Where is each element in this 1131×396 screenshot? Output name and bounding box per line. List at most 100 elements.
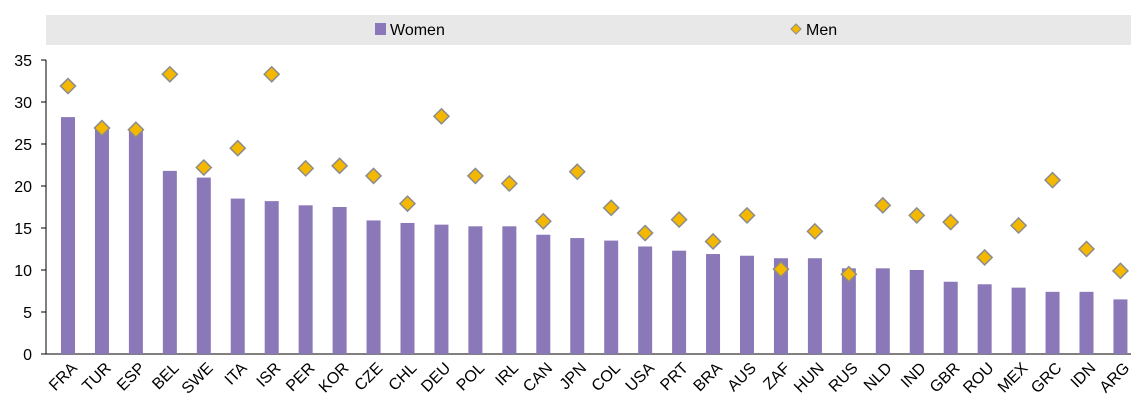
bar-women-swe	[196, 177, 211, 354]
x-tick-label: CZE	[352, 360, 387, 395]
marker-men-hun	[806, 222, 824, 240]
x-tick-label: AUS	[725, 360, 760, 395]
bar-women-arg	[1113, 299, 1128, 354]
bar-women-zaf	[773, 258, 788, 354]
x-tick-label: USA	[623, 360, 659, 396]
marker-men-col	[602, 199, 620, 217]
y-tick-label: 5	[23, 305, 32, 322]
y-tick-label: 25	[14, 137, 32, 154]
marker-men-grc	[1043, 171, 1062, 189]
x-tick-label: PRT	[657, 360, 692, 395]
bar-women-chl	[400, 222, 415, 354]
legend-label-men: Men	[806, 22, 837, 39]
marker-men-ind	[908, 206, 926, 224]
marker-men-fra	[59, 77, 77, 95]
bar-women-fra	[61, 117, 75, 355]
bar-women-isr	[264, 201, 279, 354]
y-tick-label: 0	[23, 347, 32, 364]
marker-men-gbr	[942, 213, 960, 231]
x-tick-label: COL	[589, 360, 624, 395]
bars-women	[61, 117, 1128, 355]
bar-women-bra	[706, 254, 721, 354]
x-tick-label: ROU	[960, 360, 997, 396]
x-tick-label: ITA	[222, 360, 251, 389]
legend-swatch-men	[790, 23, 802, 35]
x-tick-label: SWE	[179, 360, 217, 396]
y-tick-label: 35	[14, 53, 32, 70]
y-tick-label: 10	[14, 263, 32, 280]
x-tick-label: GBR	[927, 360, 964, 396]
markers-men	[59, 65, 1130, 283]
x-tick-label: HUN	[791, 360, 828, 396]
legend-background	[46, 15, 1131, 45]
bar-women-nld	[875, 268, 890, 354]
y-tick-label: 30	[14, 95, 32, 112]
legend: Women Men	[46, 15, 1131, 45]
marker-men-prt	[670, 211, 688, 229]
x-tick-label: ARG	[1097, 360, 1131, 396]
marker-men-pol	[466, 167, 484, 185]
x-tick-label: ISR	[254, 360, 285, 391]
x-tick-label: TUR	[80, 360, 115, 395]
bar-women-mex	[1011, 287, 1026, 354]
bar-women-jpn	[570, 238, 585, 354]
bar-women-esp	[128, 128, 143, 354]
x-tick-label: KOR	[316, 360, 353, 396]
bar-women-grc	[1045, 291, 1060, 354]
marker-men-rou	[976, 248, 994, 266]
bar-women-cze	[366, 220, 381, 354]
bar-women-tur	[94, 127, 109, 354]
marker-men-deu	[432, 107, 451, 125]
bar-women-rus	[841, 268, 856, 354]
x-tick-label: IRL	[493, 360, 523, 390]
marker-men-zaf	[772, 260, 790, 278]
bar-women-deu	[434, 224, 449, 354]
bar-women-per	[298, 205, 313, 354]
marker-men-cze	[364, 167, 383, 185]
marker-men-irl	[500, 174, 518, 193]
x-tick-label: BEL	[149, 360, 182, 393]
bar-women-aus	[740, 255, 754, 354]
marker-men-bra	[704, 232, 722, 251]
x-tick-label: FRA	[46, 360, 81, 395]
bar-women-col	[604, 240, 619, 354]
bar-women-ind	[909, 270, 924, 354]
x-tick-label: POL	[454, 360, 489, 395]
x-tick-label: MEX	[995, 360, 1032, 396]
x-tick-label: PER	[283, 360, 318, 395]
marker-men-kor	[331, 157, 349, 175]
marker-men-swe	[195, 158, 213, 177]
x-tick-label: NLD	[861, 360, 896, 395]
marker-men-ita	[229, 139, 247, 157]
y-tick-label: 15	[14, 221, 32, 238]
x-tick-label: RUS	[826, 360, 862, 396]
bar-women-irl	[502, 226, 517, 354]
bar-women-ita	[230, 198, 245, 354]
x-tick-label: IND	[898, 360, 930, 392]
y-tick-label: 20	[14, 179, 32, 196]
marker-men-aus	[738, 206, 756, 224]
x-tick-label: GRC	[1028, 360, 1065, 396]
bar-women-rou	[977, 284, 992, 354]
marker-men-tur	[93, 119, 111, 137]
x-tick-label: ZAF	[760, 360, 794, 394]
x-tick-label: DEU	[418, 360, 454, 396]
legend-swatch-women	[375, 23, 386, 35]
marker-men-esp	[127, 121, 145, 139]
legend-label-women: Women	[390, 22, 445, 39]
x-tick-label: ESP	[114, 360, 149, 395]
bar-women-gbr	[943, 281, 958, 354]
marker-men-usa	[636, 224, 654, 242]
marker-men-isr	[263, 65, 281, 83]
bar-women-prt	[672, 250, 687, 354]
bar-women-hun	[807, 258, 822, 354]
marker-men-per	[297, 159, 315, 177]
marker-men-mex	[1010, 216, 1028, 235]
bar-women-usa	[638, 246, 653, 354]
marker-men-bel	[161, 65, 179, 83]
marker-men-arg	[1111, 262, 1130, 280]
x-tick-label: CHL	[386, 360, 421, 395]
